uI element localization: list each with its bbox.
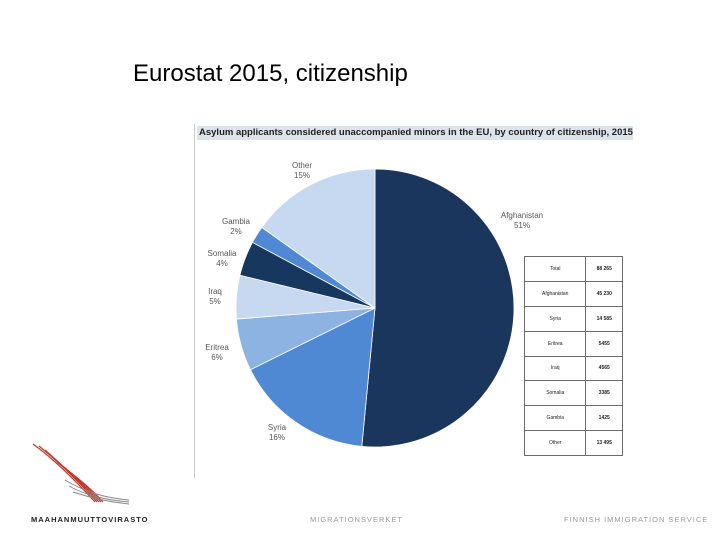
table-cell-count: 88 265 [585, 256, 623, 282]
slice-percent-eritrea: 6% [211, 353, 223, 362]
pie-slice-afghanistan [361, 168, 515, 448]
table-cell-count: 4565 [585, 355, 623, 382]
slice-percent-somalia: 4% [216, 259, 228, 268]
wing-logo-icon [32, 443, 130, 505]
table-cell-count: 45 230 [585, 280, 623, 307]
table-row: Syria 14 585 [523, 305, 623, 332]
table-row: Afghanistan 45 230 [523, 280, 623, 307]
table-cell-count: 1425 [585, 405, 623, 432]
table-row: Total 88 265 [523, 256, 623, 282]
table-cell-count: 3385 [585, 380, 623, 407]
table-row: Eritrea 5455 [523, 330, 623, 357]
slice-percent-syria: 16% [269, 433, 285, 442]
data-table: Total 88 265 Afghanistan 45 230 Syria 14 585 E… [523, 256, 623, 456]
pie-slice-syria [249, 307, 376, 447]
table-row: Gambia 1425 [523, 405, 623, 432]
slice-percent-gambia: 2% [230, 227, 242, 236]
table-cell-country: Other [523, 430, 587, 456]
slice-label-gambia: Gambia [222, 217, 251, 226]
table-cell-country: Total [523, 256, 587, 282]
table-cell-count: 13 495 [585, 430, 623, 456]
slice-percent-iraq: 5% [209, 297, 221, 306]
footer-org-name-fi: MAAHANMUUTTOVIRASTO [31, 515, 149, 524]
table-cell-country: Syria [523, 305, 587, 332]
table-row: Other 13 495 [523, 430, 623, 456]
table-cell-country: Somalia [523, 380, 587, 407]
slice-label-other: Other [292, 161, 312, 170]
slice-percent-afghanistan: 51% [514, 221, 530, 230]
slice-label-somalia: Somalia [208, 249, 237, 258]
table-row: Iraq 4565 [523, 355, 623, 382]
table-cell-country: Afghanistan [523, 280, 587, 307]
pie-slice-other [261, 168, 376, 309]
table-cell-country: Eritrea [523, 330, 587, 357]
table-cell-country: Iraq [523, 355, 587, 382]
slice-label-afghanistan: Afghanistan [501, 211, 543, 220]
slice-label-syria: Syria [268, 423, 287, 432]
table-row: Somalia 3385 [523, 380, 623, 407]
footer-org-name-en: FINNISH IMMIGRATION SERVICE [564, 515, 709, 524]
slice-label-eritrea: Eritrea [205, 343, 229, 352]
footer-org-name-sv: MIGRATIONSVERKET [310, 515, 403, 524]
slice-percent-other: 15% [294, 171, 310, 180]
table-cell-count: 5455 [585, 330, 623, 357]
slide-title: Eurostat 2015, citizenship [133, 60, 408, 87]
table-cell-country: Gambia [523, 405, 587, 432]
slice-label-iraq: Iraq [208, 287, 222, 296]
chart-title: Asylum applicants considered unaccompani… [197, 126, 633, 140]
table-cell-count: 14 585 [585, 305, 623, 332]
